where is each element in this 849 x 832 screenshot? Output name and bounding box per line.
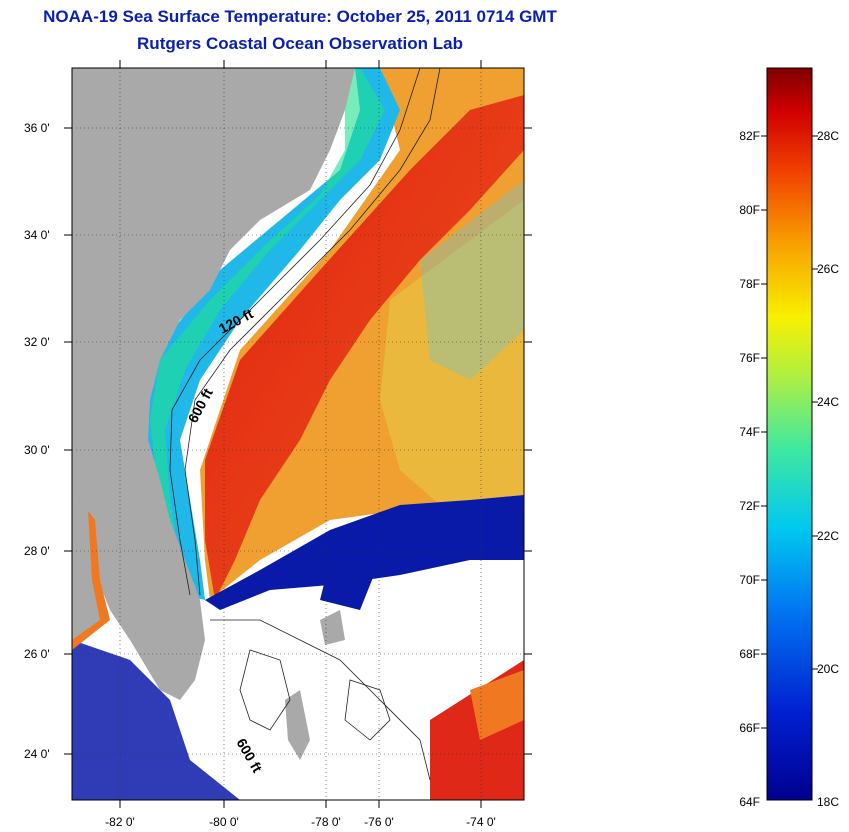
colorbar-c-label: 18C (817, 795, 839, 809)
shelf-water (140, 68, 400, 600)
colorbar-f-label: 76F (739, 351, 760, 365)
colorbar-f-label: 80F (739, 203, 760, 217)
colorbar-c-label: 20C (817, 662, 839, 676)
colorbar-f-label: 66F (739, 721, 760, 735)
lat-tick-label: 28 0' (24, 544, 50, 558)
lon-tick-label: -76 0' (364, 815, 394, 829)
axis-ticks (64, 60, 532, 808)
lat-tick-label: 32 0' (24, 335, 50, 349)
nearshore-water (150, 68, 385, 560)
cold-patch-mid (320, 560, 380, 610)
colorbar-f-label: 64F (739, 795, 760, 809)
map-frame (71, 67, 525, 801)
cold-band-south (205, 495, 524, 610)
colorbar-f-label: 72F (739, 499, 760, 513)
colorbar-gradient (766, 67, 813, 801)
speckled-cool-patches (420, 180, 524, 380)
bahamas-island (285, 690, 310, 760)
map-title: NOAA-19 Sea Surface Temperature: October… (43, 7, 557, 26)
colorbar-f-label: 68F (739, 647, 760, 661)
lon-tick-label: -74 0' (466, 815, 496, 829)
lat-tick-label: 26 0' (24, 647, 50, 661)
lat-tick-label: 30 0' (24, 443, 50, 457)
contour-bahamas (210, 619, 431, 781)
lat-tick-label: 36 0' (24, 121, 50, 135)
colorbar-f-label: 82F (739, 129, 760, 143)
contour-bahamas (344, 679, 391, 741)
colorbar-f-label: 70F (739, 573, 760, 587)
colorbar-c-label: 24C (817, 395, 839, 409)
contour-120ft (169, 68, 421, 596)
land-mass (72, 68, 355, 700)
gulf-stream-core (205, 95, 524, 600)
gulf-coast-land (72, 490, 100, 640)
colorbar-f-label: 74F (739, 425, 760, 439)
colorbar-ticks (761, 135, 818, 729)
lon-tick-label: -82 0' (105, 815, 135, 829)
sargasso-water (380, 200, 524, 505)
colorbar-c-label: 26C (817, 262, 839, 276)
lon-tick-label: -80 0' (209, 815, 239, 829)
contour-600ft (184, 68, 441, 596)
colorbar-f-label: 78F (739, 277, 760, 291)
colorbar: 82F 80F 78F 76F 74F 72F 70F 68F 66F 64F … (739, 67, 839, 809)
cold-patch-southwest (72, 640, 240, 800)
warm-patch-southeast-edge (470, 670, 524, 740)
contour-bahamas (239, 649, 291, 731)
grid-lines (72, 68, 524, 800)
map-panel (72, 68, 524, 800)
colorbar-c-label: 22C (817, 529, 839, 543)
colorbar-c-label: 28C (817, 129, 839, 143)
lat-tick-label: 24 0' (24, 747, 50, 761)
map-subtitle: Rutgers Coastal Ocean Observation Lab (137, 34, 463, 53)
lat-tick-label: 34 0' (24, 228, 50, 242)
lon-tick-label: -78 0' (311, 815, 341, 829)
